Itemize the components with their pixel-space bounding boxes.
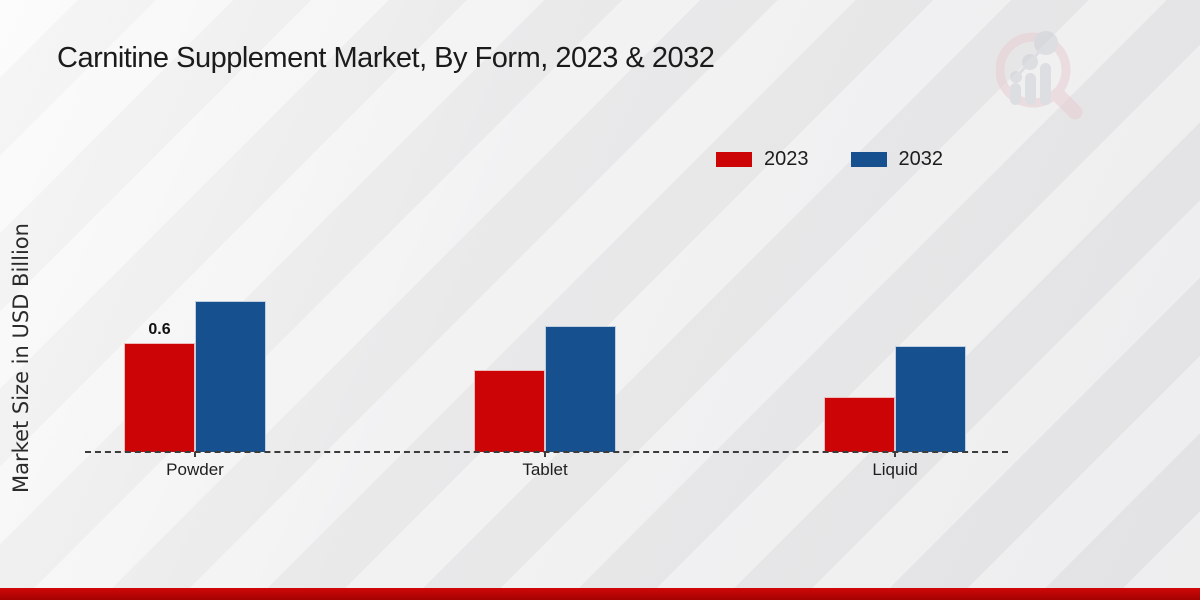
legend-item-2023: 2023 — [716, 148, 809, 171]
plot-area: 0.6 Powder Tablet Liquid — [85, 248, 1008, 479]
y-axis-label: Market Size in USD Billion — [9, 223, 33, 493]
axis-tick-powder — [194, 452, 196, 457]
footer-accent-bar — [0, 588, 1200, 600]
legend-label: 2023 — [764, 148, 809, 170]
axis-tick-tablet — [544, 452, 546, 457]
bar-powder-2032 — [195, 301, 266, 452]
chart-title: Carnitine Supplement Market, By Form, 20… — [57, 42, 715, 74]
legend-label: 2032 — [898, 148, 944, 170]
legend-item-2032: 2032 — [850, 148, 944, 171]
legend-swatch-2032 — [850, 152, 887, 167]
magnifier-bar-chart-logo-icon — [996, 31, 1083, 120]
chart-legend: 2023 2032 — [716, 148, 943, 171]
category-label-tablet: Tablet — [522, 460, 568, 479]
bar-liquid-2032 — [895, 346, 966, 452]
bar-tablet-2032 — [545, 326, 616, 452]
category-label-powder: Powder — [166, 460, 224, 479]
x-axis-baseline — [85, 451, 1008, 453]
bar-tablet-2023 — [474, 370, 545, 452]
bar-liquid-2023 — [824, 397, 895, 452]
data-label-powder-2023: 0.6 — [148, 321, 171, 338]
axis-tick-liquid — [894, 452, 896, 457]
bar-powder-2023 — [124, 343, 195, 452]
category-label-liquid: Liquid — [872, 460, 918, 479]
legend-swatch-2023 — [716, 152, 752, 167]
